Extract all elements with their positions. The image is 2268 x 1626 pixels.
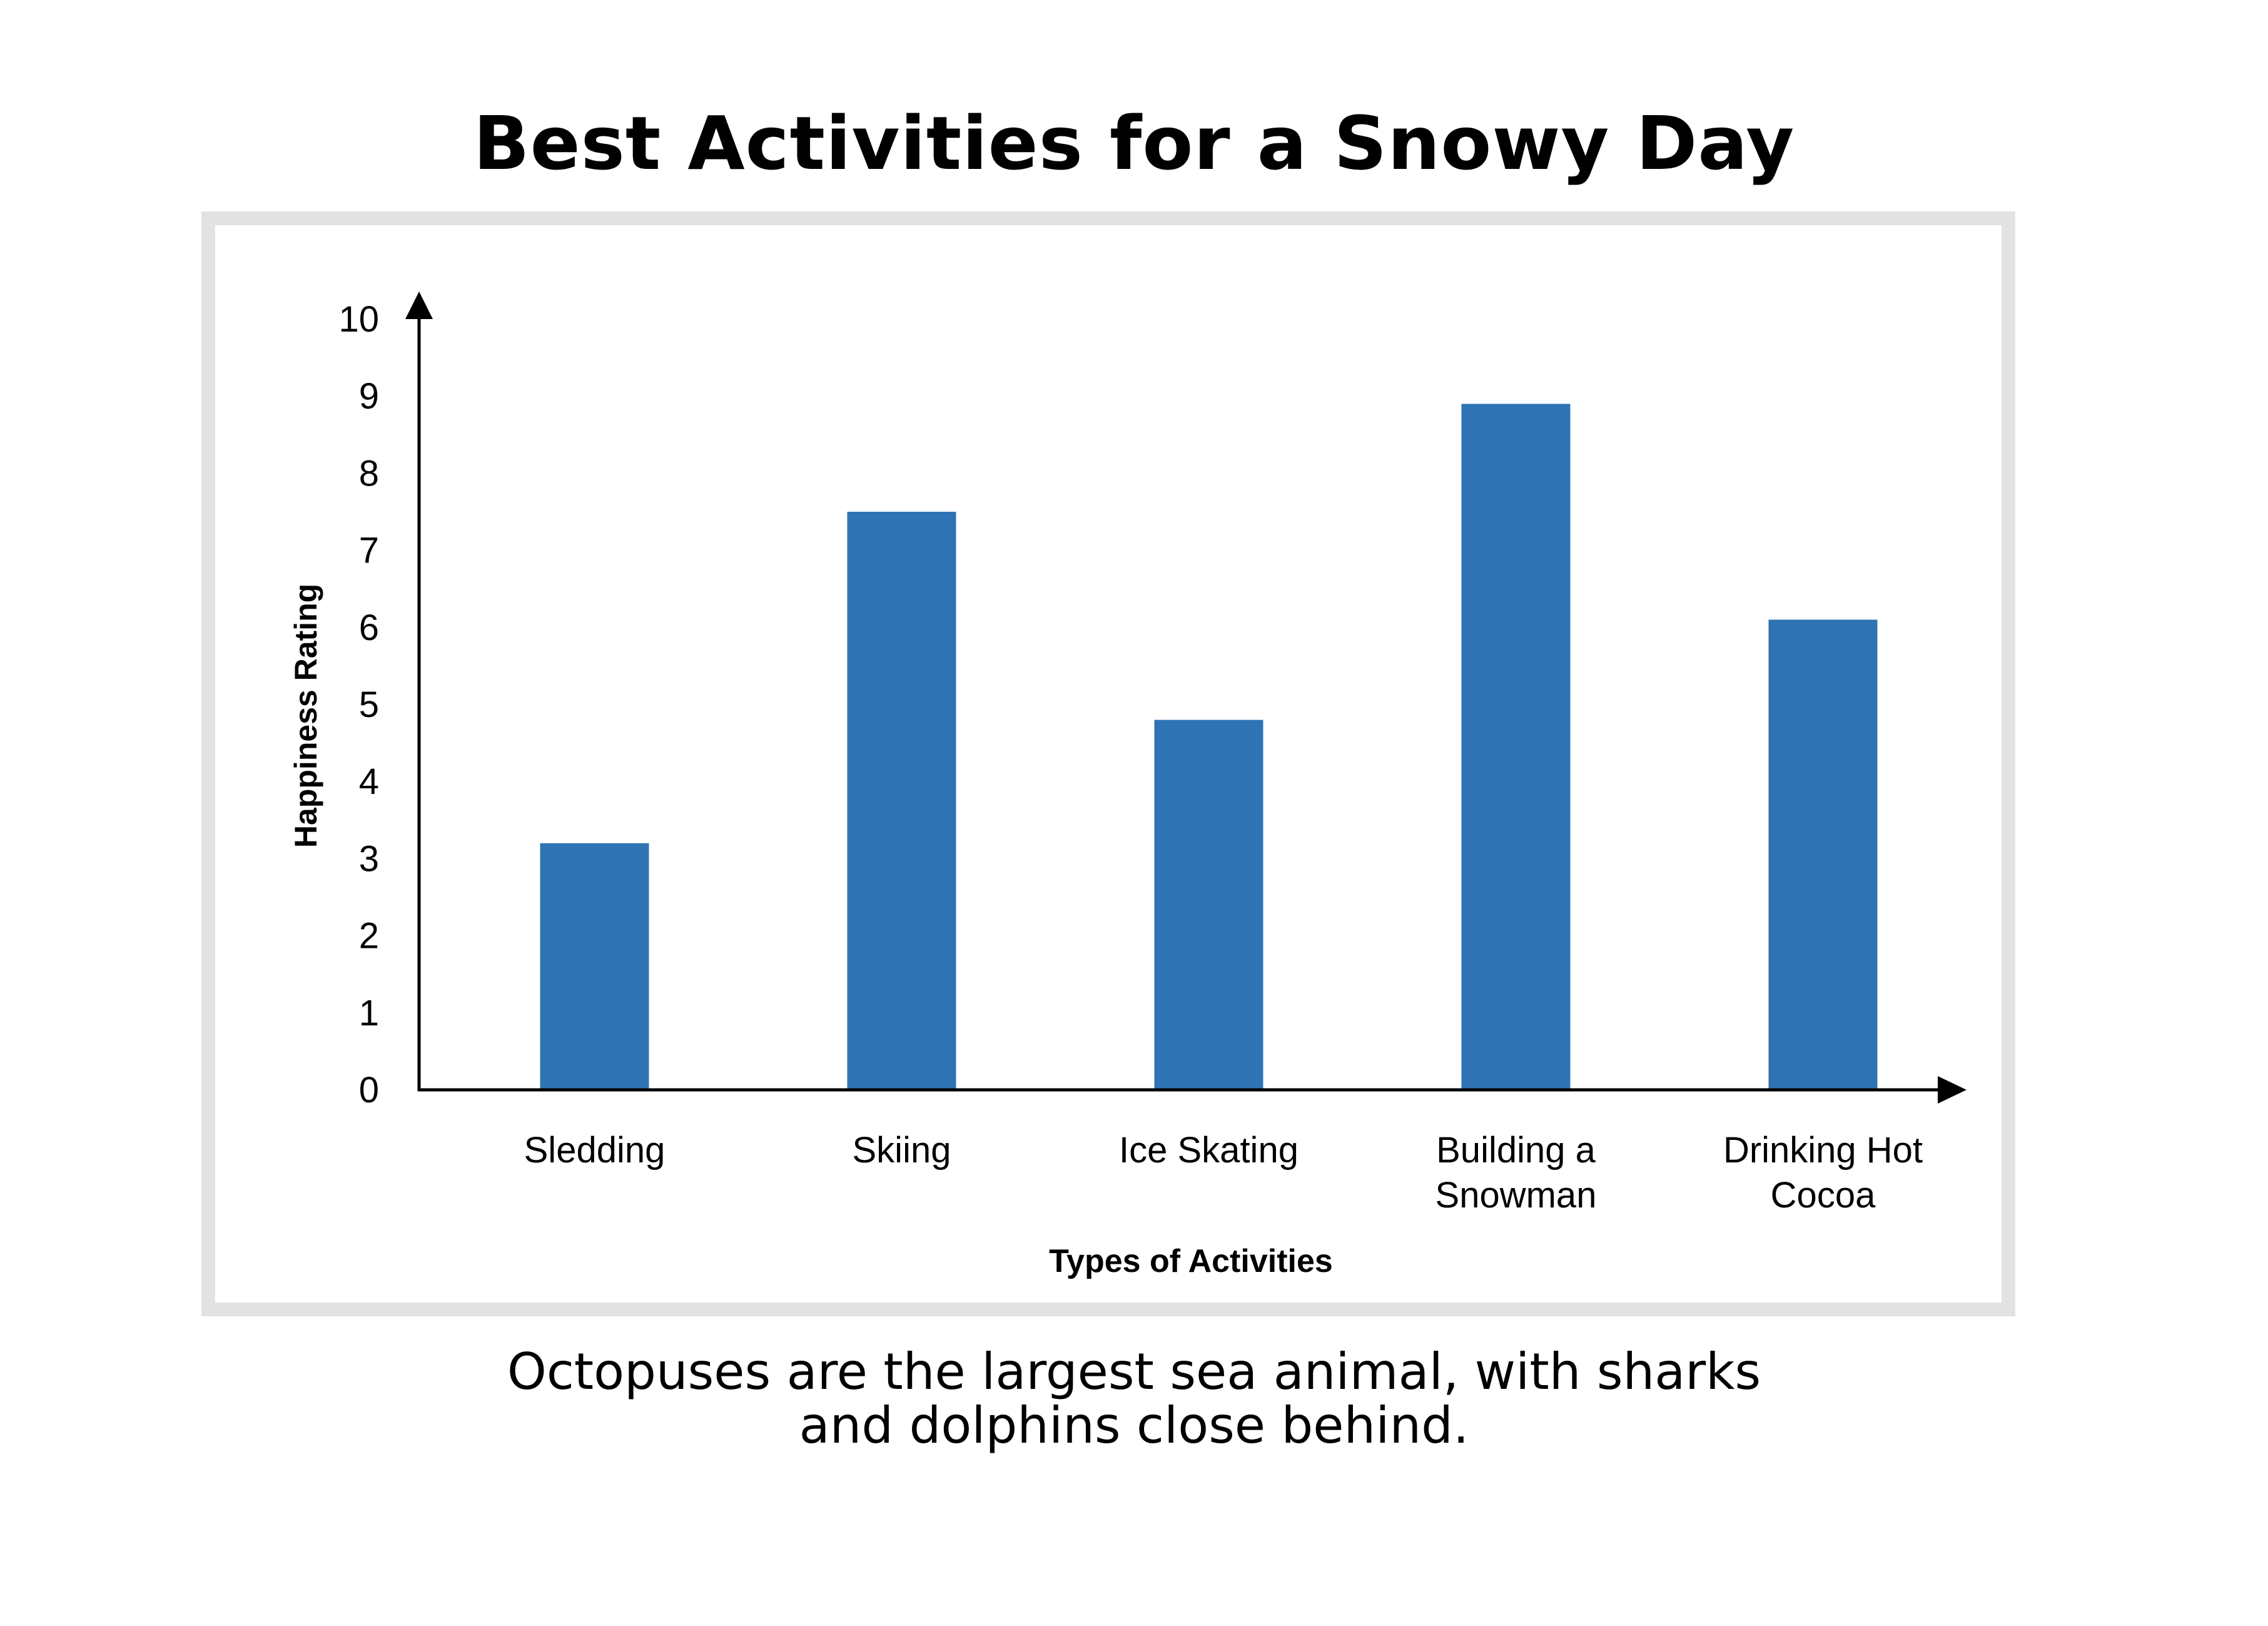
bar-ice-skating bbox=[1154, 719, 1263, 1090]
x-tick-label-line: Building a bbox=[1436, 1130, 1596, 1171]
y-tick-label: 7 bbox=[359, 531, 379, 571]
y-axis-label: Happiness Rating bbox=[288, 584, 323, 848]
x-tick-label: Building a Snowman bbox=[1435, 1130, 1597, 1216]
y-tick-label: 1 bbox=[359, 993, 379, 1034]
x-tick-label: Drinking Hot Cocoa bbox=[1723, 1130, 1923, 1216]
chart-frame: 0 1 2 3 4 5 6 7 8 9 10 Sledding Skiing Ice Skating Bu… bbox=[201, 211, 2015, 1316]
x-tick-label-line: Skiing bbox=[853, 1130, 951, 1171]
x-tick-label: Skiing bbox=[853, 1130, 951, 1171]
x-tick-labels: Sledding Skiing Ice Skating Building a Snowm… bbox=[524, 1130, 1923, 1216]
y-tick-label: 3 bbox=[359, 838, 379, 879]
y-tick-label: 0 bbox=[359, 1070, 379, 1110]
chart-title: Best Activities for a Snowy Day bbox=[473, 100, 1795, 186]
x-tick-label-line: Snowman bbox=[1435, 1175, 1597, 1216]
y-tick-label: 5 bbox=[359, 684, 379, 725]
caption-line-1: Octopuses are the largest sea animal, wi… bbox=[507, 1343, 1761, 1401]
x-axis-arrow bbox=[1938, 1076, 1967, 1104]
y-tick-label: 4 bbox=[359, 761, 379, 802]
caption: Octopuses are the largest sea animal, wi… bbox=[0, 1345, 2268, 1453]
bars-layer bbox=[540, 404, 1878, 1090]
y-tick-label: 10 bbox=[338, 299, 379, 340]
y-axis-arrow bbox=[405, 292, 433, 319]
x-tick-label: Sledding bbox=[524, 1130, 666, 1171]
x-tick-label-line: Sledding bbox=[524, 1130, 666, 1171]
bar-chart: 0 1 2 3 4 5 6 7 8 9 10 Sledding Skiing Ice Skating Bu… bbox=[288, 292, 1967, 1279]
caption-line-2: and dolphins close behind. bbox=[799, 1396, 1469, 1455]
bar-building-a-snowman bbox=[1461, 404, 1571, 1090]
x-tick-label-line: Cocoa bbox=[1771, 1175, 1876, 1216]
x-tick-label-line: Drinking Hot bbox=[1723, 1130, 1923, 1171]
x-tick-label: Ice Skating bbox=[1119, 1130, 1299, 1171]
y-tick-label: 6 bbox=[359, 607, 379, 648]
x-axis-label: Types of Activities bbox=[1049, 1243, 1333, 1279]
bar-skiing bbox=[847, 512, 956, 1090]
bar-drinking-hot-cocoa bbox=[1768, 619, 1878, 1090]
x-tick-label-line: Ice Skating bbox=[1119, 1130, 1299, 1171]
y-tick-label: 2 bbox=[359, 916, 379, 957]
y-tick-label: 9 bbox=[359, 376, 379, 417]
y-tick-labels: 0 1 2 3 4 5 6 7 8 9 10 bbox=[338, 299, 379, 1110]
bar-sledding bbox=[540, 843, 649, 1090]
y-tick-label: 8 bbox=[359, 453, 379, 494]
axes-layer bbox=[405, 292, 1967, 1104]
